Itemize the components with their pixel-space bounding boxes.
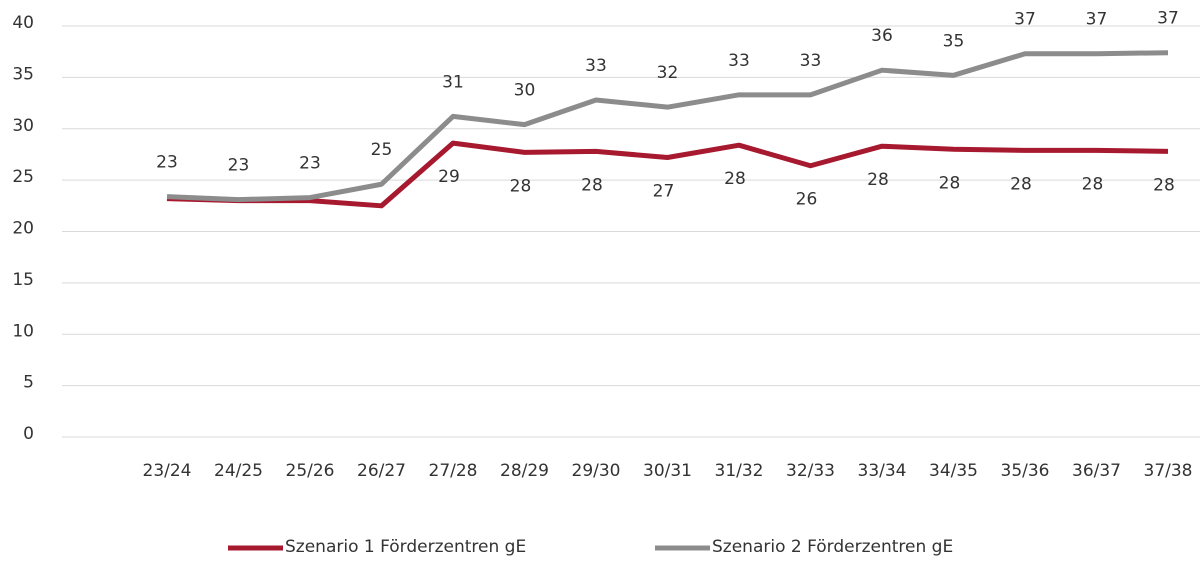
data-label: 23 bbox=[228, 156, 250, 176]
data-label: 27 bbox=[653, 182, 675, 202]
data-label: 28 bbox=[724, 169, 746, 189]
x-tick-label: 24/25 bbox=[214, 461, 263, 481]
x-tick-label: 30/31 bbox=[643, 461, 692, 481]
y-tick-label: 30 bbox=[12, 116, 34, 136]
y-tick-label: 15 bbox=[12, 270, 34, 290]
x-tick-label: 28/29 bbox=[500, 461, 549, 481]
data-label: 37 bbox=[1014, 10, 1036, 30]
x-tick-label: 23/24 bbox=[143, 461, 192, 481]
data-label: 37 bbox=[1086, 10, 1108, 30]
data-label: 31 bbox=[442, 72, 464, 92]
x-tick-label: 33/34 bbox=[858, 461, 907, 481]
data-label: 23 bbox=[156, 153, 178, 173]
x-tick-label: 34/35 bbox=[929, 461, 978, 481]
data-label: 32 bbox=[657, 63, 679, 83]
data-label: 35 bbox=[943, 31, 965, 51]
y-tick-label: 35 bbox=[12, 64, 34, 84]
data-label: 28 bbox=[510, 176, 532, 196]
data-label: 33 bbox=[585, 56, 607, 76]
x-tick-label: 32/33 bbox=[786, 461, 835, 481]
legend-label: Szenario 2 Förderzentren gE bbox=[712, 537, 953, 557]
y-tick-label: 40 bbox=[12, 13, 34, 33]
data-label: 33 bbox=[728, 51, 750, 71]
data-label: 29 bbox=[438, 167, 460, 187]
x-tick-label: 37/38 bbox=[1144, 461, 1193, 481]
x-tick-label: 27/28 bbox=[429, 461, 478, 481]
data-label: 28 bbox=[1010, 174, 1032, 194]
legend-label: Szenario 1 Förderzentren gE bbox=[285, 537, 526, 557]
y-tick-label: 0 bbox=[23, 424, 34, 444]
data-label: 28 bbox=[1082, 174, 1104, 194]
x-tick-label: 25/26 bbox=[286, 461, 335, 481]
y-tick-label: 25 bbox=[12, 167, 34, 187]
data-label: 37 bbox=[1157, 9, 1179, 29]
data-label: 28 bbox=[1153, 175, 1175, 195]
data-label: 30 bbox=[514, 81, 536, 101]
series-line bbox=[166, 140, 1169, 209]
y-tick-label: 5 bbox=[23, 373, 34, 393]
y-tick-label: 10 bbox=[12, 321, 34, 341]
series-line bbox=[166, 50, 1169, 203]
data-label: 23 bbox=[299, 154, 321, 174]
data-label: 28 bbox=[581, 175, 603, 195]
x-tick-label: 26/27 bbox=[357, 461, 406, 481]
data-label: 36 bbox=[871, 26, 893, 46]
data-label: 26 bbox=[796, 190, 818, 210]
x-tick-label: 35/36 bbox=[1001, 461, 1050, 481]
data-label: 33 bbox=[800, 51, 822, 71]
y-tick-label: 20 bbox=[12, 219, 34, 239]
data-label: 28 bbox=[939, 173, 961, 193]
x-tick-label: 36/37 bbox=[1072, 461, 1121, 481]
data-label: 28 bbox=[867, 170, 889, 190]
data-label: 25 bbox=[371, 140, 393, 160]
x-tick-label: 29/30 bbox=[572, 461, 621, 481]
x-tick-label: 31/32 bbox=[715, 461, 764, 481]
